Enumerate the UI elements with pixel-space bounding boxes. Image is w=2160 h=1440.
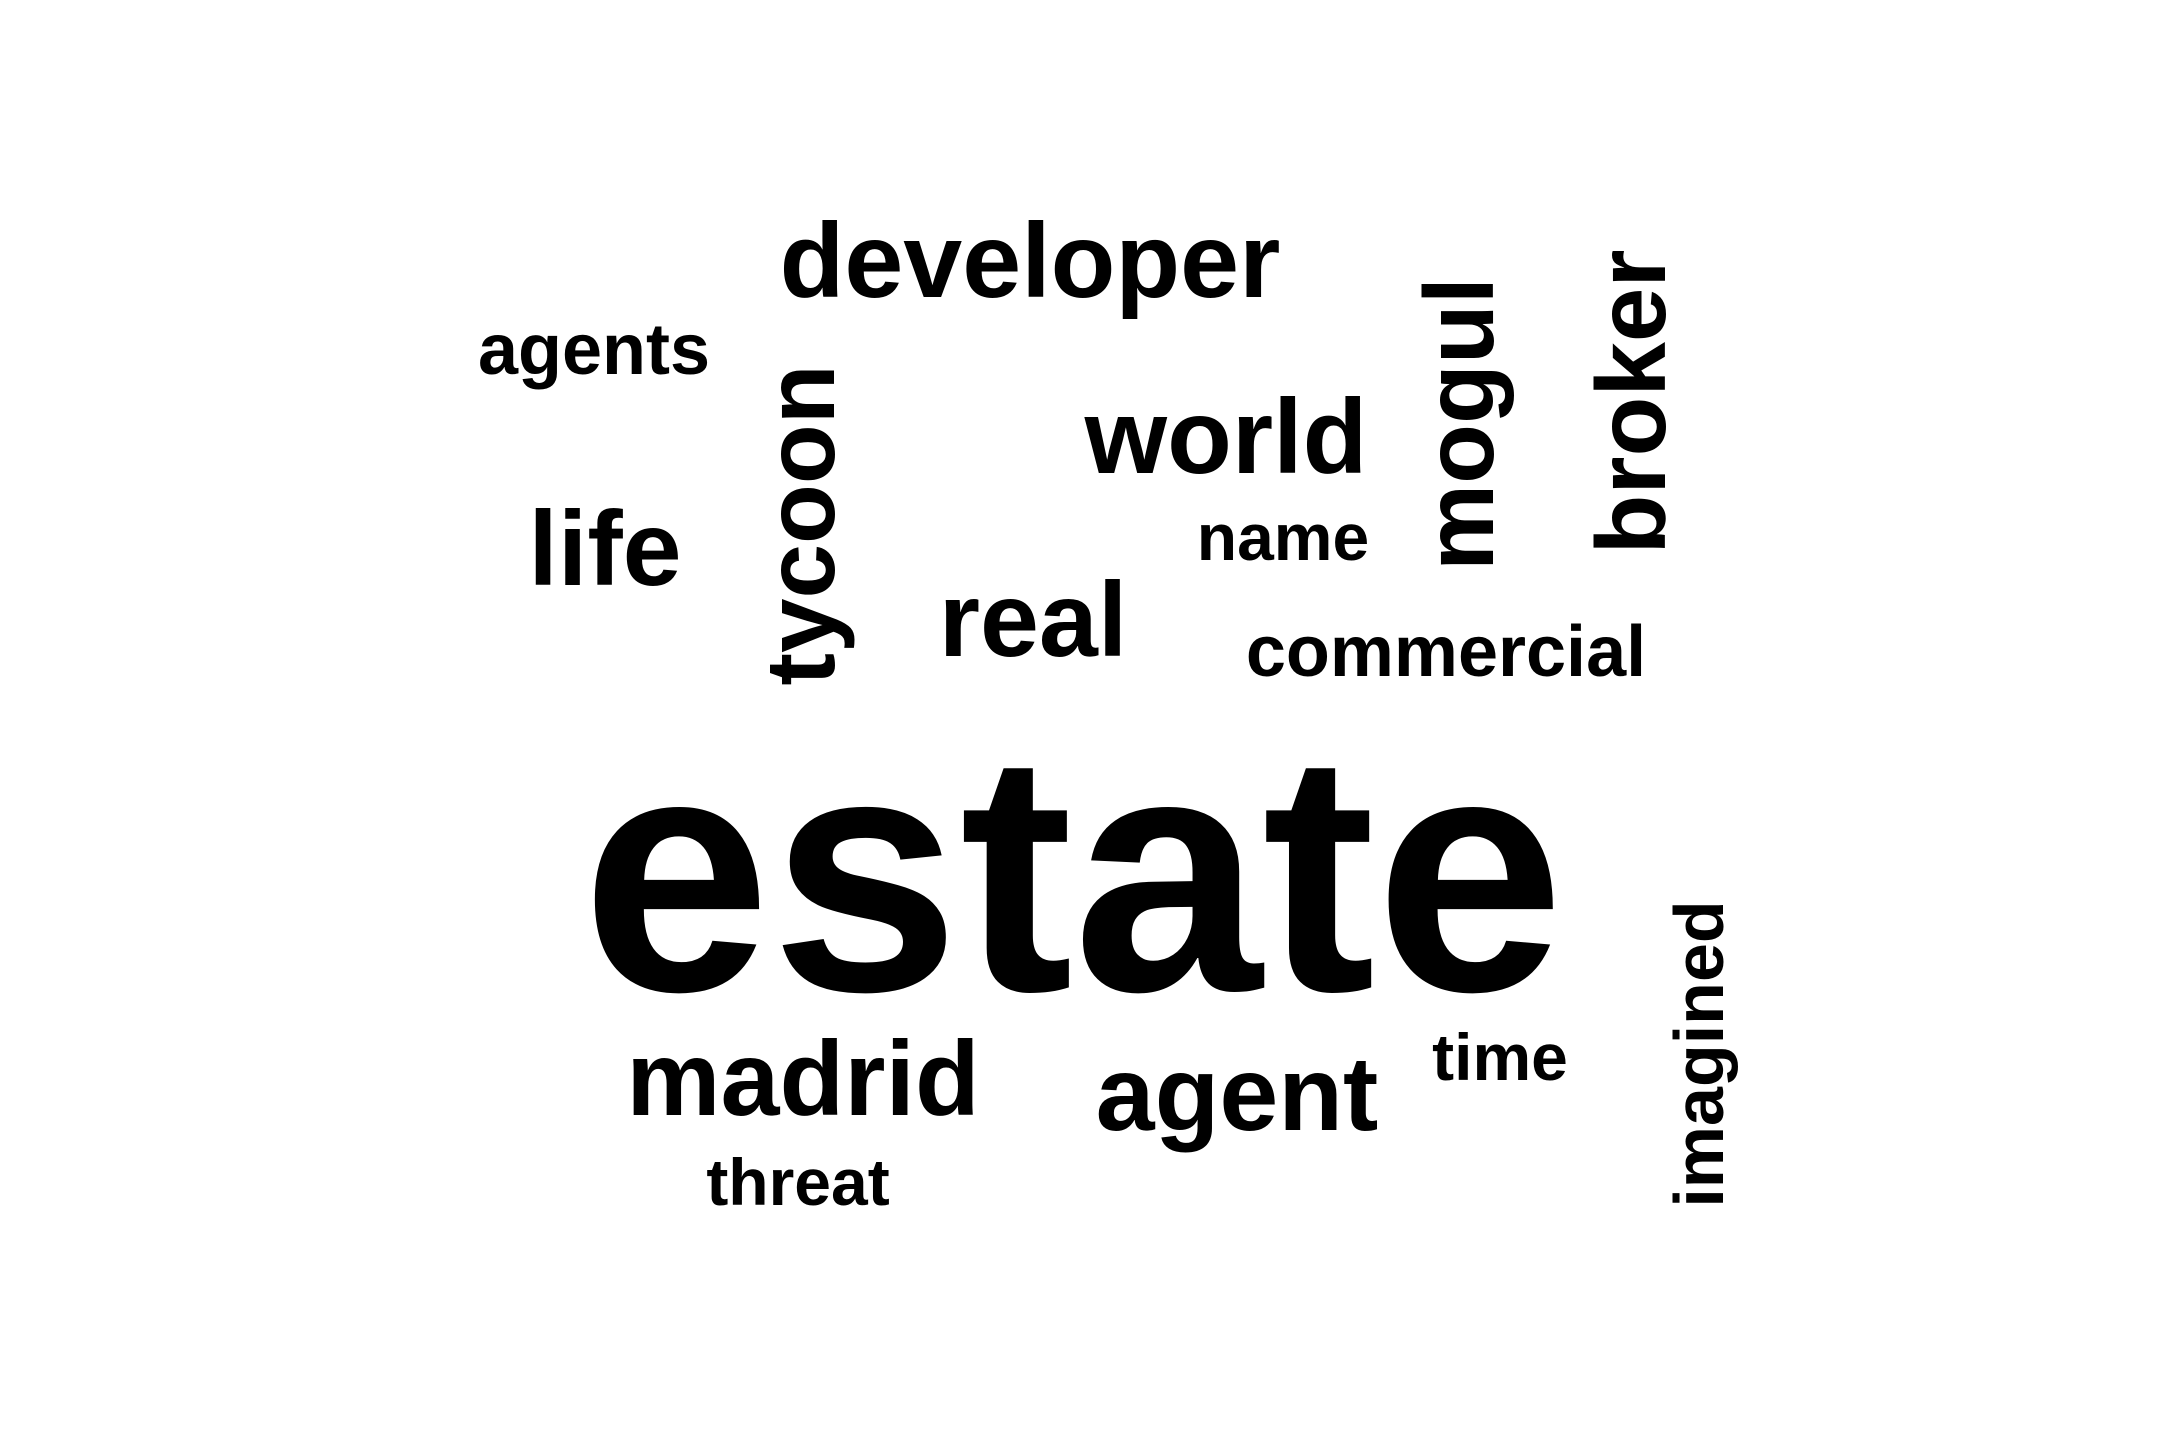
word-commercial: commercial bbox=[1246, 612, 1646, 692]
word-tycoon: tycoon bbox=[745, 364, 855, 685]
word-developer: developer bbox=[780, 202, 1281, 320]
word-name: name bbox=[1197, 500, 1369, 574]
word-broker: broker bbox=[1576, 249, 1686, 554]
word-life: life bbox=[528, 490, 681, 608]
word-estate: estate bbox=[582, 683, 1565, 1063]
word-threat: threat bbox=[706, 1145, 889, 1219]
word-imagined: imagined bbox=[1660, 900, 1738, 1207]
word-time: time bbox=[1432, 1020, 1568, 1094]
word-madrid: madrid bbox=[626, 1020, 979, 1138]
word-agent: agent bbox=[1096, 1035, 1379, 1153]
word-world: world bbox=[1084, 378, 1368, 496]
word-real: real bbox=[939, 561, 1128, 679]
word-agents: agents bbox=[478, 310, 710, 390]
word-mogul: mogul bbox=[1404, 277, 1514, 571]
